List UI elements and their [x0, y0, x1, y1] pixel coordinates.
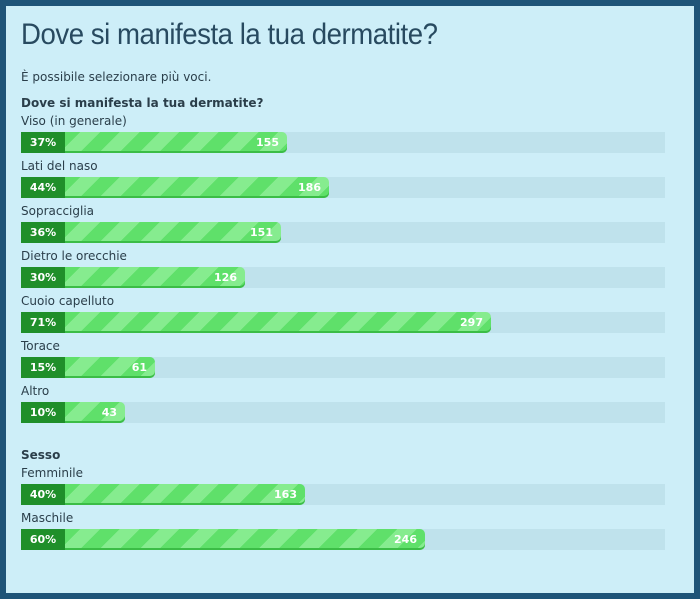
vote-count: 61 [131, 361, 147, 374]
option-label: Altro [21, 384, 50, 398]
option: Maschile 246 60% [21, 512, 679, 557]
percent-label: 71% [21, 312, 65, 333]
option-label: Femminile [21, 466, 83, 480]
option-label: Maschile [21, 511, 74, 525]
vote-count: 246 [394, 533, 417, 546]
option: Cuoio capelluto 297 71% [21, 295, 679, 340]
option: Femminile 163 40% [21, 467, 679, 512]
percent-label: 40% [21, 484, 65, 505]
option-label: Torace [21, 339, 60, 353]
option: Sopracciglia 151 36% [21, 205, 679, 250]
option-label: Viso (in generale) [21, 114, 127, 128]
option: Altro 43 10% [21, 385, 679, 430]
question-heading: Sesso [21, 448, 61, 462]
option-label: Cuoio capelluto [21, 294, 115, 308]
vote-count: 163 [274, 488, 297, 501]
question: Sesso Femminile 163 40% Maschile 246 60% [21, 448, 679, 557]
option-label: Lati del naso [21, 159, 98, 173]
questions: Dove si manifesta la tua dermatite? Viso … [21, 96, 679, 557]
bar: 163 [21, 484, 305, 505]
question-heading: Dove si manifesta la tua dermatite? [21, 96, 264, 110]
bar-track: 155 37% [21, 132, 665, 153]
vote-count: 155 [256, 136, 279, 149]
option: Lati del naso 186 44% [21, 160, 679, 205]
percent-label: 37% [21, 132, 65, 153]
bar: 297 [21, 312, 491, 333]
bar-track: 246 60% [21, 529, 665, 550]
bar-track: 61 15% [21, 357, 665, 378]
bar-track: 43 10% [21, 402, 665, 423]
option-label: Dietro le orecchie [21, 249, 127, 263]
option: Dietro le orecchie 126 30% [21, 250, 679, 295]
bar-track: 163 40% [21, 484, 665, 505]
option: Torace 61 15% [21, 340, 679, 385]
question: Dove si manifesta la tua dermatite? Viso … [21, 96, 679, 430]
percent-label: 10% [21, 402, 65, 423]
bar: 246 [21, 529, 425, 550]
bar: 151 [21, 222, 281, 243]
bar: 186 [21, 177, 329, 198]
vote-count: 297 [460, 316, 483, 329]
vote-count: 186 [298, 181, 321, 194]
vote-count: 151 [250, 226, 273, 239]
percent-label: 44% [21, 177, 65, 198]
bar-track: 297 71% [21, 312, 665, 333]
option-label: Sopracciglia [21, 204, 95, 218]
option: Viso (in generale) 155 37% [21, 115, 679, 160]
bar-track: 126 30% [21, 267, 665, 288]
vote-count: 126 [214, 271, 237, 284]
bar: 126 [21, 267, 245, 288]
percent-label: 60% [21, 529, 65, 550]
vote-count: 43 [101, 406, 117, 419]
percent-label: 36% [21, 222, 65, 243]
subtitle: È possibile selezionare più voci. [21, 70, 212, 84]
bar-track: 151 36% [21, 222, 665, 243]
bar: 155 [21, 132, 287, 153]
title: Dove si manifesta la tua dermatite? [21, 18, 438, 51]
bar-track: 186 44% [21, 177, 665, 198]
percent-label: 15% [21, 357, 65, 378]
percent-label: 30% [21, 267, 65, 288]
